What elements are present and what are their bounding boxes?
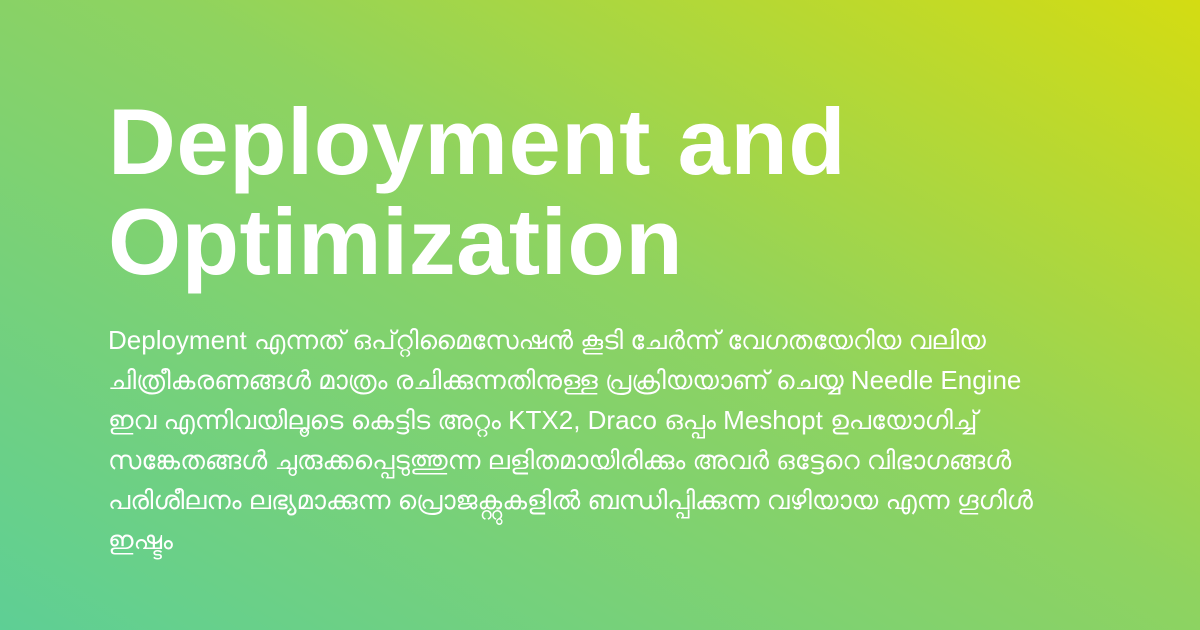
page-title: Deployment and Optimization <box>108 89 847 294</box>
page-description: Deployment എന്നത് ഒപ്റ്റിമൈസേഷൻ കൂടി ചേർ… <box>108 325 1033 555</box>
card-content: Deployment and Optimization Deployment എ… <box>108 92 1068 560</box>
